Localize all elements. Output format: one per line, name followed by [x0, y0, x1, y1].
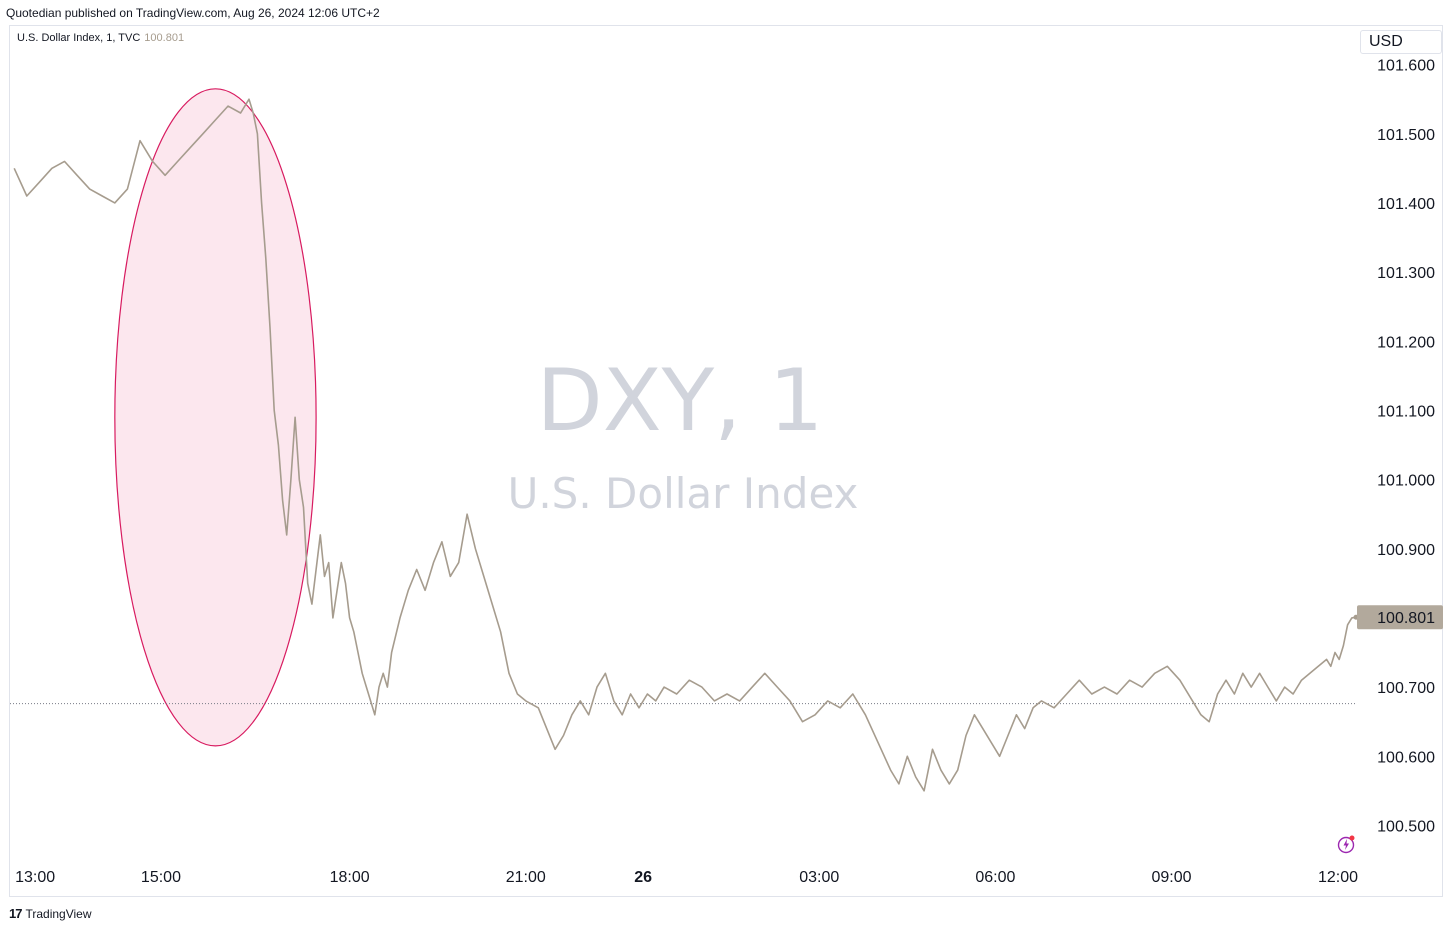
symbol-watermark: DXY, 1 U.S. Dollar Index [508, 351, 859, 518]
price-axis[interactable]: 101.600 101.500 101.400 101.300 101.200 101.1… [1377, 58, 1435, 836]
highlight-ellipse [114, 88, 317, 747]
x-tick-label: 06:00 [975, 869, 1015, 886]
last-price-label-bg [1357, 605, 1443, 630]
tradingview-logo-icon: 17 [9, 906, 23, 921]
legend-last-value: 100.801 [144, 32, 185, 44]
price-series-line [13, 98, 1357, 792]
y-tick-label: 101.400 [1377, 196, 1435, 213]
published-info: Quotedian published on TradingView.com, … [6, 6, 380, 20]
currency-selector[interactable]: USD [1360, 30, 1442, 54]
lightning-icon[interactable] [1337, 834, 1357, 854]
y-tick-label: 101.600 [1377, 58, 1435, 75]
watermark-symbol: DXY, 1 [536, 351, 823, 451]
y-tick-label: 100.700 [1377, 680, 1435, 697]
x-tick-label: 03:00 [799, 869, 839, 886]
y-tick-label: 100.500 [1377, 818, 1435, 835]
series-legend[interactable]: U.S. Dollar Index, 1, TVC 100.801 [17, 32, 184, 44]
watermark-name: U.S. Dollar Index [508, 469, 859, 518]
x-tick-label: 09:00 [1151, 869, 1191, 886]
last-price-label: 100.801 [1357, 605, 1443, 630]
footer-brand-label: TradingView [25, 906, 92, 921]
legend-symbol: U.S. Dollar Index, 1, TVC [17, 32, 141, 44]
footer-brand[interactable]: 17 TradingView [9, 906, 92, 921]
y-tick-label: 101.300 [1377, 265, 1435, 282]
y-tick-label: 101.100 [1377, 403, 1435, 420]
y-tick-label: 101.500 [1377, 127, 1435, 144]
x-tick-label: 12:00 [1318, 869, 1358, 886]
last-price-label-text: 100.801 [1377, 610, 1435, 627]
x-tick-label: 15:00 [141, 869, 181, 886]
y-tick-label: 101.200 [1377, 334, 1435, 351]
x-tick-label: 18:00 [330, 869, 370, 886]
y-tick-label: 100.600 [1377, 749, 1435, 766]
x-tick-label: 26 [634, 869, 652, 886]
x-tick-label: 21:00 [506, 869, 546, 886]
x-tick-label: 13:00 [15, 869, 55, 886]
time-axis[interactable]: 13:00 15:00 18:00 21:00 26 03:00 06:00 09:00 12:… [15, 869, 1358, 886]
y-tick-label: 101.000 [1377, 473, 1435, 490]
chart-frame [9, 25, 1443, 897]
y-tick-label: 100.900 [1377, 542, 1435, 559]
